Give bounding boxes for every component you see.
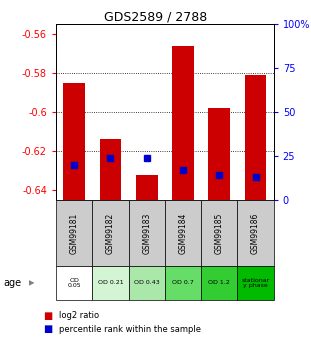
Bar [165,200,201,266]
Text: OD 0.21: OD 0.21 [98,280,123,285]
Bar [100,139,121,200]
Bar [56,266,92,300]
Bar [201,266,237,300]
Text: ■: ■ [44,325,53,334]
Text: GSM99183: GSM99183 [142,212,151,254]
Bar [245,75,267,200]
Bar [201,200,237,266]
Bar [208,108,230,200]
Bar [237,200,274,266]
Bar [92,266,128,300]
Text: GDS2589 / 2788: GDS2589 / 2788 [104,10,207,23]
Bar [56,200,92,266]
Bar [172,46,194,200]
Text: OD 0.43: OD 0.43 [134,280,160,285]
Text: age: age [3,278,21,288]
Text: OD
0.05: OD 0.05 [67,277,81,288]
Text: OD 1.2: OD 1.2 [208,280,230,285]
Text: GSM99182: GSM99182 [106,212,115,254]
Bar [128,266,165,300]
Bar [92,200,128,266]
Text: ■: ■ [44,311,53,321]
Bar [63,83,85,200]
Text: log2 ratio: log2 ratio [59,311,99,320]
Text: OD 0.7: OD 0.7 [172,280,194,285]
Text: GSM99185: GSM99185 [215,212,224,254]
Text: stationar
y phase: stationar y phase [241,277,270,288]
Bar [136,175,158,200]
Bar [165,266,201,300]
Bar [128,200,165,266]
Text: percentile rank within the sample: percentile rank within the sample [59,325,201,334]
Text: GSM99186: GSM99186 [251,212,260,254]
Text: GSM99184: GSM99184 [179,212,188,254]
Text: GSM99181: GSM99181 [70,212,79,254]
Bar [237,266,274,300]
